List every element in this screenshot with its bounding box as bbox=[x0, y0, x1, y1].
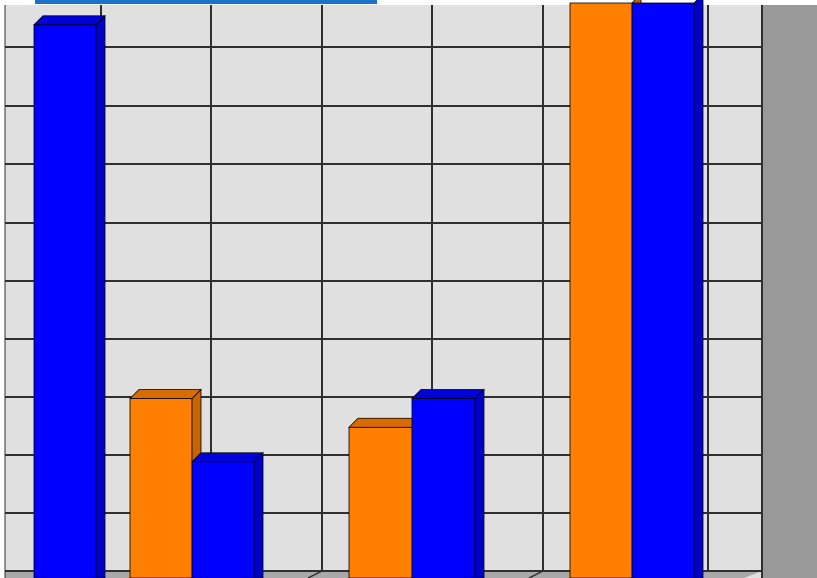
bar-top bbox=[191, 452, 264, 463]
bar-top bbox=[129, 389, 202, 399]
bar bbox=[411, 388, 485, 578]
bar bbox=[33, 14, 106, 578]
top-accent-bar bbox=[35, 0, 377, 4]
bar bbox=[191, 451, 264, 578]
bar-side bbox=[474, 388, 485, 578]
bar-side bbox=[693, 0, 704, 578]
bar-side bbox=[95, 14, 106, 578]
bar-top bbox=[411, 389, 485, 399]
bar-top bbox=[348, 417, 422, 428]
bar bbox=[631, 0, 704, 578]
chart-decorations bbox=[4, 0, 377, 578]
bar-front bbox=[631, 2, 695, 578]
bar-front bbox=[348, 426, 413, 578]
bar-top bbox=[33, 15, 106, 26]
plot-side-wall bbox=[762, 5, 817, 578]
bar-front bbox=[411, 398, 476, 578]
bar-front bbox=[569, 2, 633, 578]
bar bbox=[348, 417, 422, 578]
bar bbox=[129, 388, 202, 578]
bar-front bbox=[129, 398, 193, 578]
bar-front bbox=[33, 24, 97, 578]
bar bbox=[569, 0, 642, 578]
bars bbox=[33, 0, 704, 578]
floor-gridline bbox=[528, 570, 544, 578]
bar-side bbox=[253, 451, 264, 578]
floor-gridline bbox=[307, 570, 323, 578]
bar-front bbox=[191, 461, 255, 578]
